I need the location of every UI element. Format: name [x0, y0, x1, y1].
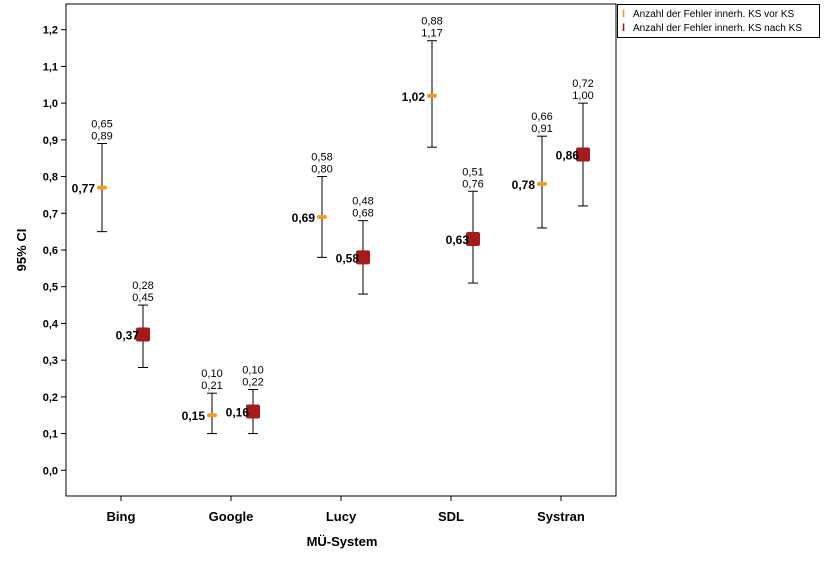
lower-bound-label: 0,28 — [132, 280, 153, 292]
lower-bound-label: 0,51 — [462, 166, 483, 178]
y-tick-label: 0,4 — [43, 318, 59, 330]
mean-marker-square — [136, 327, 150, 342]
mean-marker-dash — [537, 181, 547, 186]
lower-bound-label: 0,66 — [531, 111, 552, 123]
mean-marker-square — [356, 250, 370, 265]
legend-item-nach: I Anzahl der Fehler innerh. KS nach KS — [622, 22, 802, 34]
mean-marker-dash — [427, 93, 437, 98]
y-axis: 0,0 0,1 0,2 0,3 0,4 0,5 0,6 0,7 0,8 0,9 1,0 1,1 1,2 — [43, 25, 66, 477]
x-tick-label: Lucy — [326, 509, 357, 524]
y-tick-label: 0,6 — [43, 245, 58, 257]
mean-value-label: 0,77 — [72, 182, 96, 196]
y-tick-label: 0,0 — [43, 465, 58, 477]
legend-orange-bar-icon: I — [622, 8, 626, 20]
y-tick-label: 0,8 — [43, 172, 58, 184]
y-tick-label: 1,1 — [43, 61, 58, 73]
upper-bound-label: 1,17 — [421, 28, 442, 40]
mean-marker-dash — [317, 214, 327, 219]
mean-marker-square — [576, 147, 590, 162]
y-tick-label: 0,7 — [43, 208, 58, 220]
y-tick-label: 0,2 — [43, 392, 58, 404]
upper-bound-label: 0,68 — [352, 208, 373, 220]
x-tick-label: Google — [209, 509, 254, 524]
lower-bound-label: 0,88 — [421, 16, 442, 28]
lower-bound-label: 0,10 — [242, 365, 263, 377]
y-tick-label: 1,0 — [43, 98, 58, 110]
upper-bound-label: 0,80 — [311, 164, 332, 176]
lower-bound-label: 0,72 — [572, 78, 593, 90]
y-tick-label: 1,2 — [43, 25, 58, 37]
legend-item-vor: I Anzahl der Fehler innerh. KS vor KS — [622, 8, 794, 20]
chart-marks: 0,770,890,650,150,210,100,690,800,581,02… — [72, 16, 594, 435]
upper-bound-label: 0,21 — [201, 380, 222, 392]
mean-value-label: 0,37 — [116, 328, 140, 342]
legend-label-vor: Anzahl der Fehler innerh. KS vor KS — [633, 9, 795, 20]
mean-value-label: 0,86 — [556, 149, 580, 163]
mean-value-label: 0,16 — [226, 406, 250, 420]
lower-bound-label: 0,58 — [311, 152, 332, 164]
lower-bound-label: 0,65 — [91, 119, 112, 131]
y-tick-label: 0,1 — [43, 429, 58, 441]
y-axis-label: 95% CI — [14, 229, 29, 272]
upper-bound-label: 0,76 — [462, 178, 483, 190]
x-tick-label: Systran — [537, 509, 585, 524]
x-axis-label: MÜ-System — [307, 534, 378, 549]
legend-red-bar-icon: I — [622, 22, 626, 34]
plot-area — [65, 3, 617, 497]
x-tick-label: SDL — [438, 509, 464, 524]
y-tick-label: 0,3 — [43, 355, 58, 367]
mean-marker-dash — [97, 185, 107, 190]
mean-value-label: 1,02 — [402, 90, 426, 104]
mean-marker-square — [246, 404, 260, 419]
upper-bound-label: 0,22 — [242, 377, 263, 389]
mean-marker-square — [466, 231, 480, 246]
x-axis: Bing Google Lucy SDL Systran — [107, 496, 585, 524]
mean-value-label: 0,58 — [336, 251, 360, 265]
legend: I Anzahl der Fehler innerh. KS vor KS I An… — [617, 4, 820, 38]
legend-label-nach: Anzahl der Fehler innerh. KS nach KS — [633, 23, 802, 34]
upper-bound-label: 0,45 — [132, 292, 153, 304]
upper-bound-label: 1,00 — [572, 90, 593, 102]
upper-bound-label: 0,89 — [91, 131, 112, 143]
lower-bound-label: 0,48 — [352, 196, 373, 208]
lower-bound-label: 0,10 — [201, 368, 222, 380]
y-tick-label: 0,9 — [43, 135, 58, 147]
mean-value-label: 0,69 — [292, 211, 316, 225]
x-tick-label: Bing — [107, 509, 136, 524]
y-tick-label: 0,5 — [43, 282, 58, 294]
mean-marker-dash — [207, 413, 217, 418]
mean-value-label: 0,63 — [446, 233, 470, 247]
mean-value-label: 0,15 — [182, 409, 206, 423]
mean-value-label: 0,78 — [512, 178, 536, 192]
upper-bound-label: 0,91 — [531, 123, 552, 135]
